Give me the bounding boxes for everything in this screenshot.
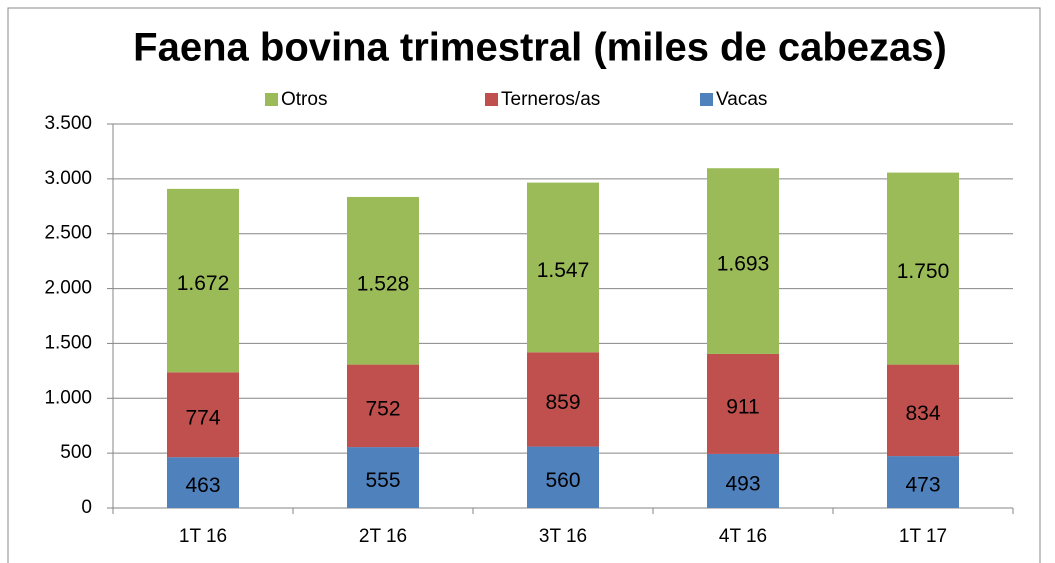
data-label: 1.672 (177, 272, 230, 295)
legend-swatch (700, 93, 713, 106)
bar-segment (887, 172, 959, 365)
data-label: 555 (365, 469, 400, 492)
legend-label: Terneros/as (501, 89, 600, 110)
bar-segment (347, 364, 419, 448)
bar-segment (887, 456, 959, 508)
bar-segment (707, 353, 779, 454)
data-label: 834 (905, 402, 940, 425)
y-tick-label: 1.500 (44, 332, 92, 353)
x-tick-label: 2T 16 (359, 526, 407, 547)
bar-segment (167, 188, 239, 373)
bar-segment (527, 446, 599, 508)
y-tick-label: 2.000 (44, 278, 92, 299)
data-label: 1.750 (897, 260, 950, 283)
data-label: 1.547 (537, 259, 590, 282)
legend-swatch (485, 93, 498, 106)
data-label: 774 (185, 406, 220, 429)
legend-swatch (265, 93, 278, 106)
data-label: 493 (725, 473, 760, 496)
x-tick-label: 4T 16 (719, 526, 767, 547)
bar-segment (347, 196, 419, 365)
bar-segment (887, 364, 959, 457)
data-label: 1.528 (357, 272, 410, 295)
data-label: 463 (185, 474, 220, 497)
data-label: 1.693 (717, 253, 770, 276)
bar-segment (707, 168, 779, 354)
data-label: 752 (365, 397, 400, 420)
x-tick-label: 3T 16 (539, 526, 587, 547)
y-tick-label: 500 (60, 442, 92, 463)
x-tick-label: 1T 16 (179, 526, 227, 547)
bar-segment (527, 352, 599, 447)
bar-segment (527, 182, 599, 353)
y-tick-label: 0 (81, 497, 92, 518)
bar-segment (347, 447, 419, 508)
chart-title: Faena bovina trimestral (miles de cabeza… (133, 26, 947, 70)
y-tick-label: 3.000 (44, 168, 92, 189)
y-tick-label: 3.500 (44, 113, 92, 134)
bar-segment (707, 453, 779, 508)
chart-border (7, 7, 1041, 563)
y-tick-label: 2.500 (44, 223, 92, 244)
bar-segment (167, 372, 239, 458)
data-label: 560 (545, 469, 580, 492)
data-label: 859 (545, 391, 580, 414)
bar-segment (167, 457, 239, 508)
legend-label: Otros (281, 89, 327, 110)
x-tick-label: 1T 17 (899, 526, 947, 547)
data-label: 911 (726, 395, 759, 418)
legend-label: Vacas (716, 89, 767, 110)
data-label: 473 (905, 474, 940, 497)
y-tick-label: 1.000 (44, 387, 92, 408)
